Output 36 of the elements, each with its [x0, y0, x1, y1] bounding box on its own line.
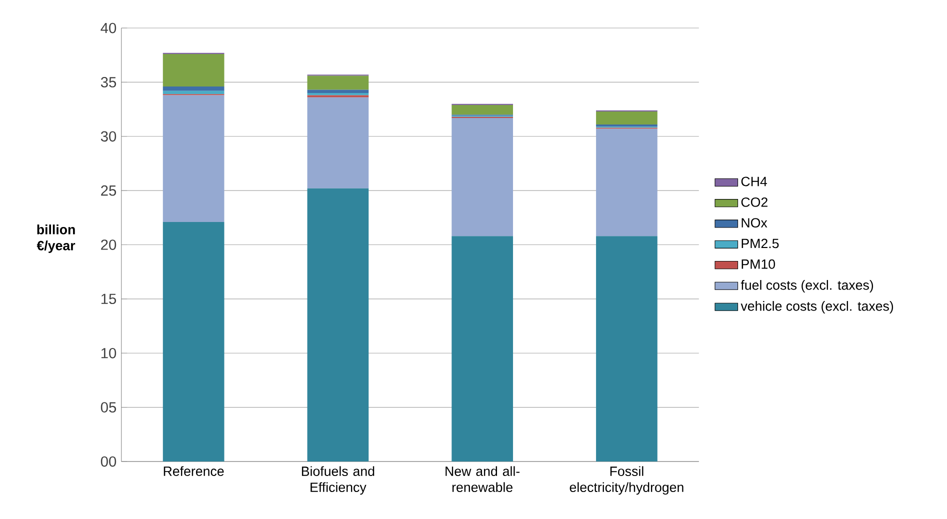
y-tick-label: 00: [100, 456, 116, 467]
bar: [307, 76, 369, 90]
legend-label: vehicle costs (excl. taxes): [740, 301, 894, 314]
bar: [452, 105, 514, 115]
legend-label: NOx: [742, 218, 768, 228]
bar: [307, 90, 369, 94]
bar: [162, 90, 224, 94]
y-axis-title: billion €/year: [36, 224, 76, 254]
bar: [452, 118, 514, 236]
x-tick-label: Biofuels and Efficiency: [302, 466, 374, 495]
legend-label: fuel costs (excl. taxes): [740, 280, 874, 293]
legend-label: CO2: [741, 198, 768, 207]
bar: [162, 95, 224, 222]
legend-label: PM2.5: [742, 238, 779, 248]
y-tick-label: 40: [100, 22, 116, 34]
y-tick-label: 25: [101, 185, 116, 196]
y-tick-label: 05: [100, 402, 116, 413]
x-tick-label: Fossil electricity/hydrogen: [570, 466, 684, 495]
bar: [452, 236, 514, 462]
legend-label: PM10: [742, 259, 776, 269]
bar: [162, 54, 224, 87]
y-tick-label: 10: [101, 348, 116, 358]
bar: [162, 86, 224, 91]
legend-label: CH4: [741, 176, 767, 186]
bar: [162, 222, 224, 462]
x-tick-label: Reference: [164, 466, 224, 476]
bar: [596, 128, 658, 236]
y-tick-label: 20: [101, 240, 116, 250]
bar: [307, 188, 369, 462]
y-tick-label: 35: [100, 77, 116, 88]
y-tick-label: 15: [101, 294, 116, 304]
y-tick-label: 30: [100, 131, 116, 142]
bar: [307, 97, 369, 188]
bar: [596, 236, 658, 462]
bar: [596, 112, 658, 125]
x-tick-label: New and all-renewable: [446, 466, 520, 492]
